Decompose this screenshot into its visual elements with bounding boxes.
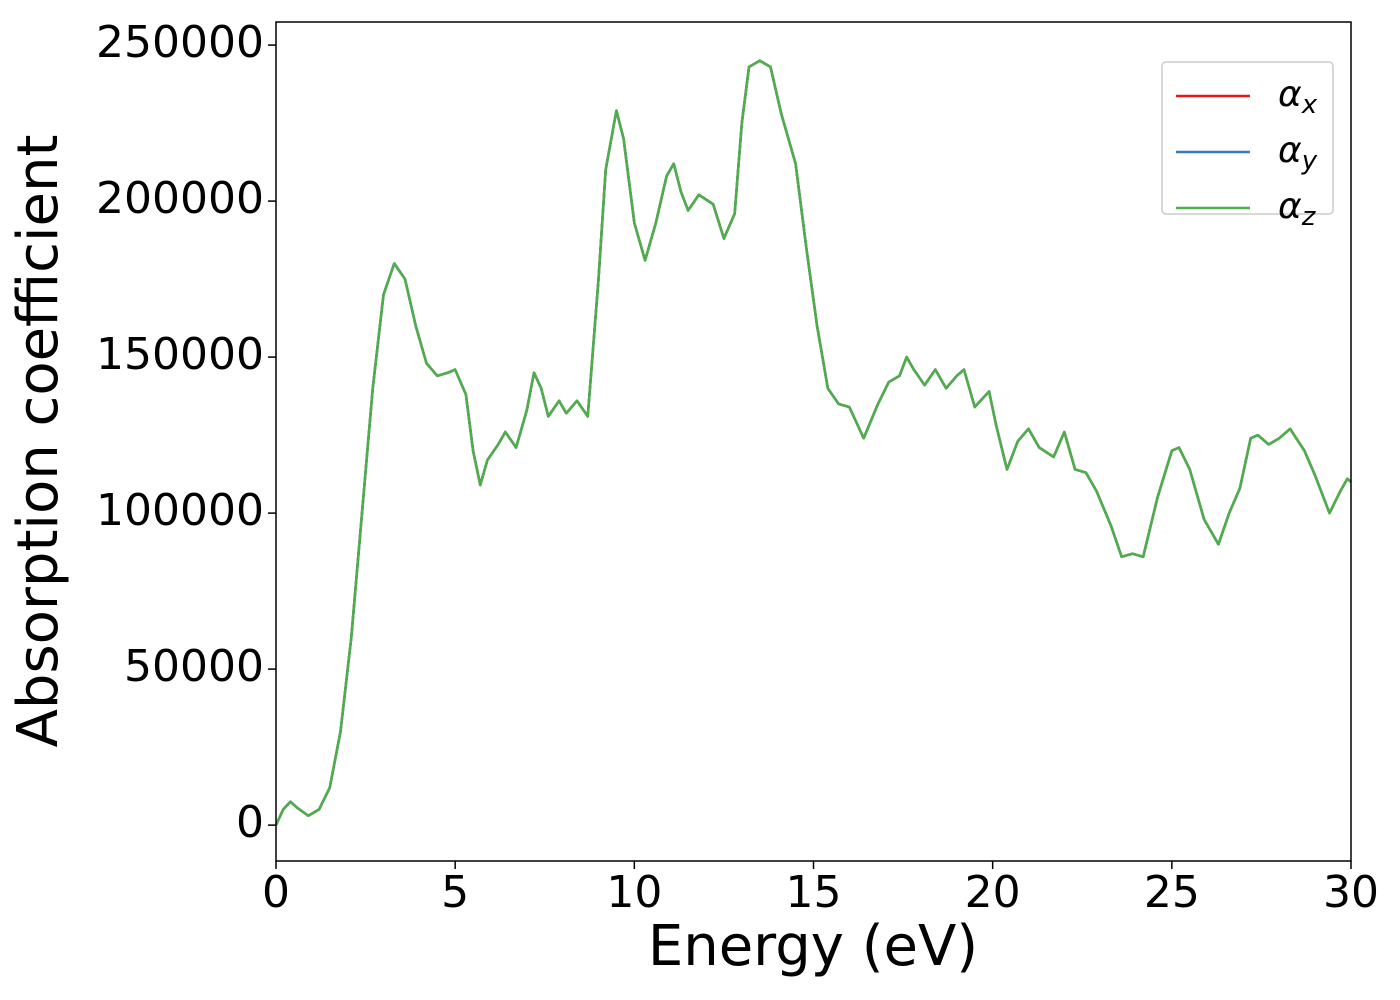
legend-label: αy [1278,130,1318,176]
legend-box [1161,61,1334,215]
x-tick-label: 15 [786,867,842,918]
x-tick-label: 5 [441,867,469,918]
y-tick-label: 250000 [96,17,264,68]
plot-frame [275,21,1352,862]
x-tick-label: 25 [1144,867,1200,918]
y-tick-label: 150000 [96,329,264,380]
line-series [274,59,1352,826]
x-tick-label: 10 [606,867,662,918]
x-tick-label: 30 [1323,867,1379,918]
x-axis-label: Energy (eV) [648,914,978,979]
y-axis-label: Absorption coefficient [6,135,71,748]
legend-label: αz [1278,186,1317,232]
y-tick-label: 200000 [96,173,264,224]
y-tick-label: 0 [236,797,264,848]
y-tick-label: 100000 [96,485,264,536]
y-tick-label: 50000 [124,641,264,692]
x-tick-label: 0 [262,867,290,918]
legend-label: αx [1278,74,1318,120]
x-tick-label: 20 [965,867,1021,918]
